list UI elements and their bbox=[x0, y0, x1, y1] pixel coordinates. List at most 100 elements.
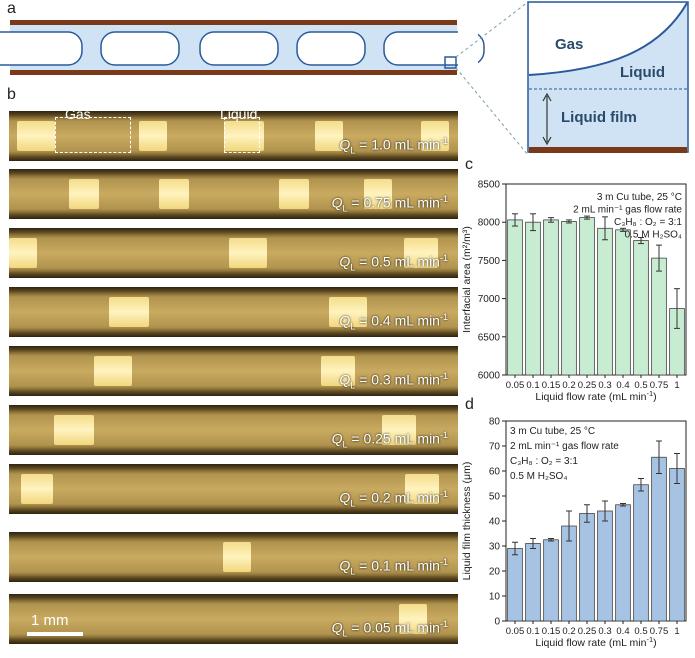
gas-slug bbox=[315, 121, 343, 151]
gas-bubble bbox=[296, 31, 366, 66]
flow-rate-label: QL = 0.05 mL min-1 bbox=[331, 618, 448, 638]
y-tick-label: 10 bbox=[489, 592, 501, 603]
bar bbox=[633, 240, 649, 376]
micrograph-strip: QL = 0.4 mL min-1 bbox=[9, 287, 458, 337]
flow-rate-label: QL = 0.5 mL min-1 bbox=[339, 252, 448, 272]
gas-slug bbox=[69, 179, 99, 209]
gas-bubble bbox=[0, 31, 83, 66]
flow-rate-label: QL = 0.2 mL min-1 bbox=[339, 488, 448, 508]
bar bbox=[615, 504, 631, 622]
tube-wall-top bbox=[10, 20, 457, 25]
gas-bubble bbox=[100, 31, 180, 66]
flow-rate-label: QL = 0.25 mL min-1 bbox=[331, 429, 448, 449]
micrograph-strip: QL = 0.2 mL min-1 bbox=[9, 464, 458, 514]
gas-slug bbox=[9, 238, 37, 268]
gas-slug bbox=[21, 474, 53, 504]
bar bbox=[525, 543, 541, 622]
x-tick-label: 0.25 bbox=[578, 626, 597, 637]
annotation-text: 0.5 M H₂SO₄ bbox=[510, 471, 567, 482]
x-tick-label: 0.15 bbox=[542, 626, 561, 637]
inset-liquid-label: Liquid bbox=[620, 64, 665, 81]
flow-rate-label: QL = 0.1 mL min-1 bbox=[339, 556, 448, 576]
bar bbox=[507, 548, 523, 622]
flow-rate-label: QL = 0.4 mL min-1 bbox=[339, 311, 448, 331]
inset-gas-region bbox=[529, 3, 687, 75]
y-axis-label: Liquid film thickness (μm) bbox=[461, 462, 473, 581]
inset-film-label: Liquid film bbox=[561, 109, 637, 126]
x-tick-label: 0.1 bbox=[526, 380, 539, 391]
annotation-text: 2 mL min⁻¹ gas flow rate bbox=[573, 205, 682, 216]
x-tick-label: 0.5 bbox=[634, 380, 647, 391]
bar bbox=[543, 539, 559, 622]
bar bbox=[633, 484, 649, 622]
gas-slug bbox=[321, 356, 355, 386]
gas-slug bbox=[17, 121, 55, 151]
bar bbox=[561, 221, 577, 376]
flow-rate-label: QL = 0.3 mL min-1 bbox=[339, 370, 448, 390]
annotation-text: 2 mL min⁻¹ gas flow rate bbox=[510, 441, 619, 452]
gas-slug bbox=[139, 121, 167, 151]
x-tick-label: 0.3 bbox=[598, 626, 611, 637]
gas-slug bbox=[364, 179, 392, 209]
micrograph-strip: QL = 0.1 mL min-1 bbox=[9, 532, 458, 582]
bar bbox=[597, 510, 613, 622]
bar bbox=[543, 219, 559, 376]
gas-slug bbox=[405, 474, 439, 504]
panel-label-d: d bbox=[465, 396, 474, 413]
bar bbox=[651, 456, 667, 622]
annotation-text: C₃H₈ : O₂ = 3:1 bbox=[614, 217, 682, 228]
gas-label: Gas bbox=[65, 111, 91, 122]
x-tick-label: 0.5 bbox=[634, 626, 647, 637]
gas-slug bbox=[404, 238, 438, 268]
x-tick-label: 0.15 bbox=[542, 380, 561, 391]
y-tick-label: 30 bbox=[489, 542, 501, 553]
y-tick-label: 8000 bbox=[478, 218, 501, 229]
flow-rate-label: QL = 0.75 mL min-1 bbox=[331, 193, 448, 213]
y-tick-label: 80 bbox=[489, 417, 501, 428]
gas-slug bbox=[159, 179, 189, 209]
y-tick-label: 50 bbox=[489, 492, 501, 503]
liquid-highlight-box bbox=[224, 117, 260, 153]
panel-label-c: c bbox=[465, 156, 473, 173]
micrograph-strip: QL = 0.25 mL min-1 bbox=[9, 405, 458, 455]
bar bbox=[525, 221, 541, 376]
bar bbox=[651, 257, 667, 376]
chart-film-thickness: 0 10 20 30 40 50 60 70 80 0.05 0.1 0.15 0.2 0.25 0.3 0.… bbox=[461, 417, 687, 649]
bar bbox=[507, 219, 523, 376]
x-tick-label: 0.05 bbox=[506, 626, 525, 637]
y-tick-label: 0 bbox=[494, 617, 500, 628]
gas-slug bbox=[54, 415, 94, 445]
micrograph-strip: Gas Liquid QL = 1.0 mL min-1 bbox=[9, 111, 458, 161]
schematic-tube bbox=[0, 0, 689, 160]
y-tick-label: 40 bbox=[489, 517, 501, 528]
y-tick-label: 70 bbox=[489, 442, 501, 453]
x-tick-label: 0.2 bbox=[562, 380, 575, 391]
x-tick-label: 0.4 bbox=[616, 380, 629, 391]
y-axis-label: Interfacial area (m²/m³) bbox=[461, 226, 473, 333]
flow-rate-label: QL = 1.0 mL min-1 bbox=[339, 135, 448, 155]
gas-slug bbox=[399, 604, 427, 634]
zoom-box bbox=[444, 56, 457, 69]
gas-bubble bbox=[199, 31, 279, 66]
liquid-label: Liquid bbox=[220, 111, 258, 122]
scale-bar bbox=[27, 632, 83, 636]
y-tick-label: 7000 bbox=[478, 294, 501, 305]
zoom-line bbox=[455, 67, 529, 156]
gas-liquid-interface bbox=[528, 2, 688, 76]
gas-slug bbox=[229, 238, 267, 268]
x-tick-label: 0.4 bbox=[616, 626, 629, 637]
gas-slug bbox=[224, 121, 264, 151]
gas-slug bbox=[382, 415, 416, 445]
annotation-text: C₃H₈ : O₂ = 3:1 bbox=[510, 456, 578, 467]
inset-wall bbox=[529, 147, 687, 153]
micrograph-strip: QL = 0.5 mL min-1 bbox=[9, 228, 458, 278]
x-tick-label: 0.3 bbox=[598, 380, 611, 391]
annotation-text: 3 m Cu tube, 25 °C bbox=[510, 426, 595, 437]
micrograph-strip: QL = 0.3 mL min-1 bbox=[9, 346, 458, 396]
plot-frame bbox=[505, 183, 687, 376]
x-tick-label: 0.2 bbox=[562, 626, 575, 637]
gas-slug bbox=[109, 297, 149, 327]
panel-label-a: a bbox=[7, 0, 16, 17]
bar bbox=[579, 217, 595, 376]
